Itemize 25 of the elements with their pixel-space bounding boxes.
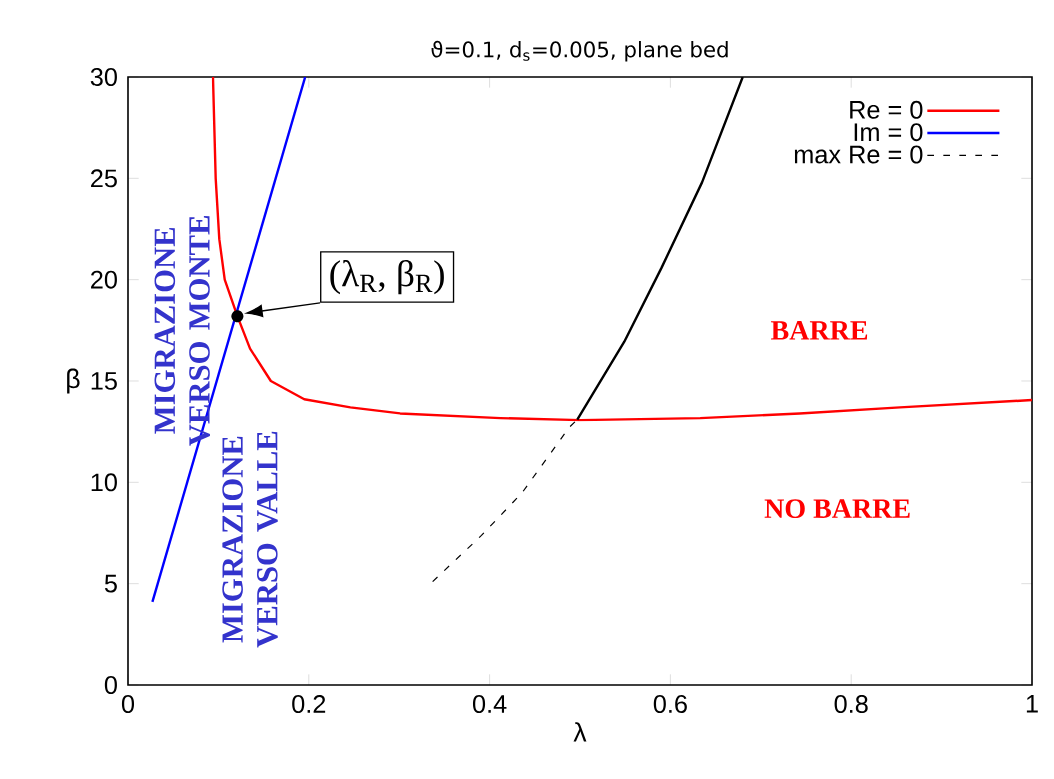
legend-label: max Re = 0 [794, 145, 923, 164]
y-tick-label: 20 [91, 270, 117, 289]
y-axis-title: β [67, 368, 80, 394]
x-tick-label: 1 [1026, 695, 1038, 713]
y-tick-label: 30 [90, 68, 117, 86]
y-tick-label: 5 [104, 574, 117, 593]
y-tick-label: 10 [91, 473, 117, 492]
x-tick-label: 0 [121, 695, 135, 713]
annotation: BARRE [771, 321, 868, 340]
chart-title: ϑ=0.1, d$_{s}$=0.005, plane bed [431, 40, 728, 62]
annotation: MIGRAZIONE VERSO VALLE [222, 431, 278, 648]
y-tick-label: 25 [91, 169, 117, 188]
y-tick-label: 0 [104, 676, 117, 694]
x-tick-label: 0.2 [292, 695, 326, 713]
annotation: MIGRAZIONE VERSO MONTE [154, 216, 210, 446]
legend-label: Re = 0 [850, 100, 923, 119]
x-tick-label: 0.4 [472, 695, 507, 713]
x-tick-label: 0.8 [834, 695, 868, 713]
annotation: (λ$_{R}$, β$_{R}$) [330, 259, 444, 295]
y-tick-label: 15 [91, 372, 117, 390]
x-tick-label: 0.6 [653, 695, 687, 713]
legend-label: Im = 0 [854, 123, 923, 142]
line-series [211, 77, 1033, 422]
x-axis-title: λ [573, 722, 587, 742]
annotation: NO BARRE [764, 499, 910, 519]
